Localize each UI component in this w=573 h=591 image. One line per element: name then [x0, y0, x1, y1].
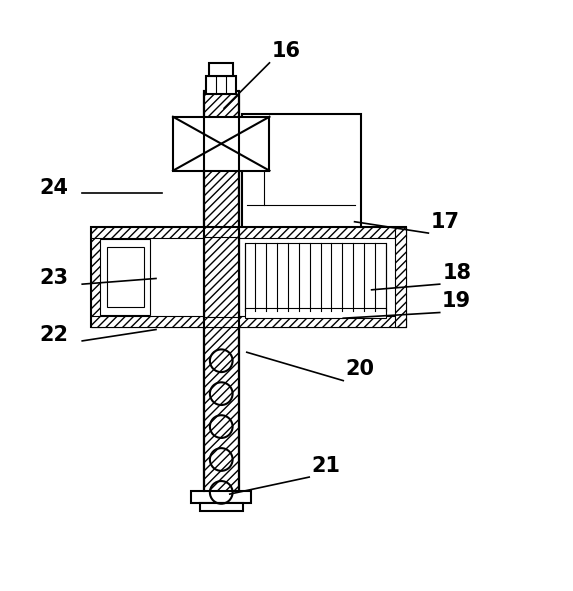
Text: 17: 17 — [431, 212, 460, 232]
Bar — [173, 117, 269, 171]
Bar — [91, 228, 406, 327]
Text: 24: 24 — [40, 178, 68, 197]
Bar — [395, 228, 406, 327]
Bar — [209, 63, 233, 76]
Text: 16: 16 — [272, 41, 301, 61]
Bar — [91, 228, 406, 238]
Bar — [245, 308, 386, 318]
Text: 20: 20 — [346, 359, 375, 379]
Bar — [107, 247, 143, 307]
Bar — [200, 502, 242, 511]
Text: 18: 18 — [442, 263, 471, 283]
Bar — [99, 236, 397, 318]
Bar — [91, 317, 406, 327]
Bar — [206, 76, 236, 94]
Bar — [203, 91, 239, 500]
Text: 23: 23 — [40, 268, 68, 288]
Bar — [191, 491, 251, 502]
Text: 19: 19 — [442, 291, 472, 311]
Text: 21: 21 — [312, 456, 341, 476]
Text: 22: 22 — [40, 325, 68, 345]
Bar — [91, 228, 101, 327]
Bar — [203, 237, 239, 317]
Bar — [100, 239, 150, 316]
Bar — [242, 114, 361, 228]
Bar — [245, 243, 386, 311]
